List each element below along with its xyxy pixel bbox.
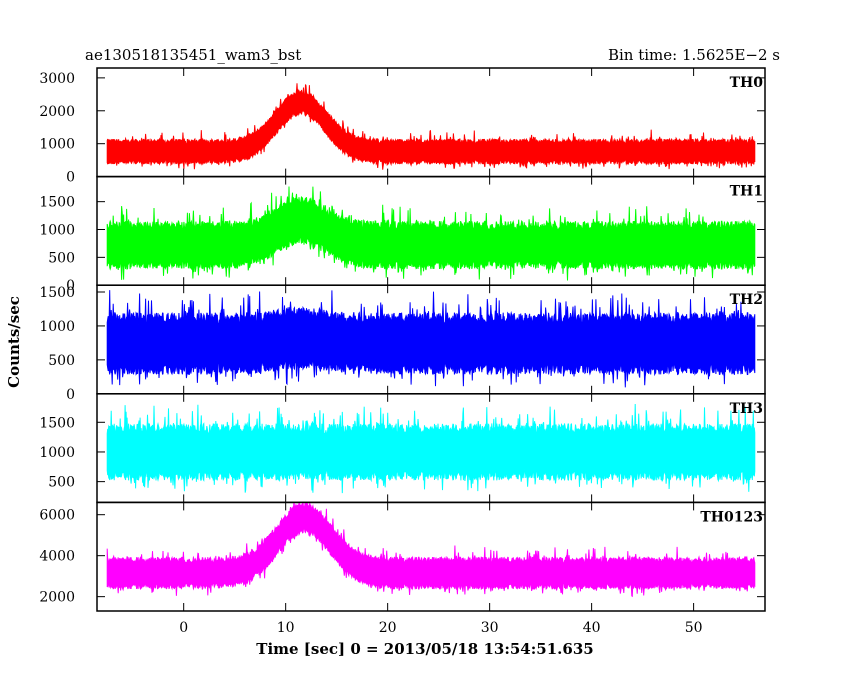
panel-th2: 0 500 1000 1500 TH2 xyxy=(39,284,766,403)
panel-label-th2: TH2 xyxy=(730,292,763,308)
panel-label-th0123: TH0123 xyxy=(700,509,763,525)
y-tick-label: 6000 xyxy=(39,508,75,524)
series-th2 xyxy=(106,290,756,388)
y-tick-label: 4000 xyxy=(39,549,75,565)
y-tick-label: 2000 xyxy=(39,590,75,606)
y-tick-label: 0 xyxy=(66,387,75,403)
panel-th0123: 2000 4000 6000 TH0123 xyxy=(39,501,766,612)
y-tick-label: 1500 xyxy=(39,195,75,211)
y-tick-label: 1500 xyxy=(39,285,75,301)
panel-label-th3: TH3 xyxy=(730,401,763,417)
y-tick-label: 0 xyxy=(66,278,75,294)
y-tick-label: 1000 xyxy=(39,223,75,239)
x-axis-title: Time [sec] 0 = 2013/05/18 13:54:51.635 xyxy=(256,640,593,658)
y-tick-label: 500 xyxy=(48,353,75,369)
panel-th0: 0 1000 2000 3000 TH0 xyxy=(39,67,766,186)
panels-group: 0 1000 2000 3000 TH0 0 500 1000 1500 TH1 0 500 1000 1… xyxy=(39,67,766,612)
series-th3 xyxy=(106,403,756,494)
panel-label-th1: TH1 xyxy=(730,184,763,200)
x-tick-label: 20 xyxy=(379,620,397,636)
bin-time-label: Bin time: 1.5625E−2 s xyxy=(608,46,780,64)
x-tick-label: 0 xyxy=(179,620,188,636)
chart-title: ae130518135451_wam3_bst xyxy=(85,46,301,64)
panel-frame xyxy=(96,501,766,612)
series-th0 xyxy=(106,83,756,170)
y-tick-label: 1000 xyxy=(39,445,75,461)
y-tick-label: 500 xyxy=(48,475,75,491)
x-tick-label: 50 xyxy=(685,620,703,636)
panel-label-th0: TH0 xyxy=(730,75,764,91)
y-tick-label: 2000 xyxy=(39,104,75,120)
y-tick-label: 1000 xyxy=(39,137,75,153)
x-axis: 0 10 20 30 40 50 xyxy=(179,620,702,636)
series-th1 xyxy=(106,186,756,281)
x-tick-label: 40 xyxy=(583,620,601,636)
series-th0123 xyxy=(106,502,756,598)
y-tick-label: 3000 xyxy=(39,71,75,87)
y-tick-label: 0 xyxy=(66,170,75,186)
y-axis-title: Counts/sec xyxy=(5,296,23,388)
y-tick-label: 1500 xyxy=(39,415,75,431)
y-tick-label: 500 xyxy=(48,250,75,266)
x-tick-label: 30 xyxy=(481,620,499,636)
x-tick-label: 10 xyxy=(277,620,295,636)
panel-th1: 0 500 1000 1500 TH1 xyxy=(39,175,766,294)
y-tick-label: 1000 xyxy=(39,319,75,335)
panel-th3: 500 1000 1500 TH3 xyxy=(39,393,766,504)
